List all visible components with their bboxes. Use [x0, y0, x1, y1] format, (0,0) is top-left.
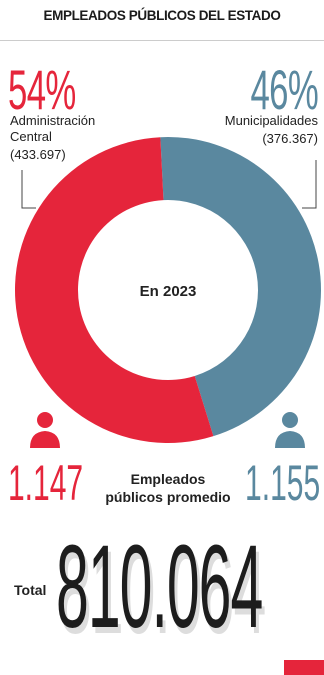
value-label: 54%	[8, 58, 76, 121]
donut	[14, 137, 321, 443]
donut-segment	[14, 137, 214, 443]
total: 810.064	[56, 521, 263, 653]
logo	[284, 660, 324, 675]
average: 1.155	[244, 455, 320, 511]
chart-title: EMPLEADOS PÚBLICOS DEL ESTADO	[43, 8, 281, 23]
center-label: En 2023	[139, 283, 197, 300]
connector	[302, 160, 317, 209]
divider	[0, 40, 324, 41]
count-label: (433.697)	[10, 147, 66, 162]
person-icon	[30, 412, 60, 448]
average-label: Empleados públicos promedio	[105, 471, 231, 505]
legend-label: Administración Central	[10, 113, 96, 144]
total-label: Total	[14, 582, 47, 598]
value-label: 46%	[250, 58, 318, 121]
connector	[21, 170, 36, 209]
donut-segment	[160, 137, 321, 437]
average: 1.147	[8, 455, 84, 511]
legend-label: Municipalidades	[224, 113, 318, 128]
person-icon	[275, 412, 305, 448]
count-label: (376.367)	[262, 131, 318, 146]
